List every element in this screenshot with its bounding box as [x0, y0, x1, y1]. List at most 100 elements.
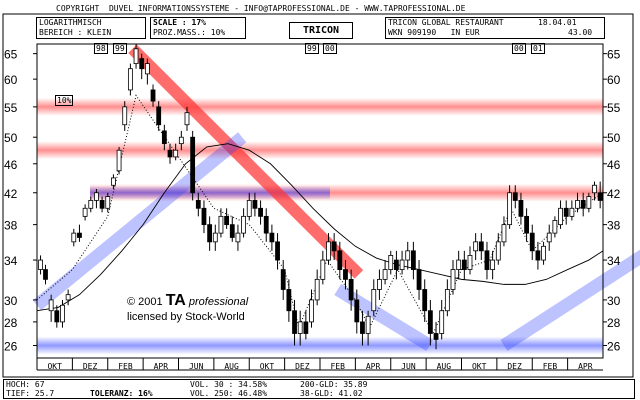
candle-body [201, 207, 207, 226]
y-tick-label-right: 34 [607, 254, 621, 268]
y-tick-label-left: 30 [4, 294, 18, 308]
y-tick-label-left: 55 [4, 101, 18, 115]
candle-body [195, 200, 201, 209]
candle-body [71, 232, 77, 243]
candle-body [252, 200, 258, 209]
y-tick-label-right: 28 [607, 316, 621, 330]
x-tick-label: DEZ [507, 362, 522, 371]
candle-body [484, 250, 490, 270]
candle-body [212, 232, 218, 243]
footer-box [3, 379, 635, 399]
candle-body [405, 250, 411, 261]
candle-body [541, 245, 546, 261]
watermark-suffix: professional [185, 296, 249, 308]
x-axis-ticks: OKT DEZ FEB APR JUN AUG OKT DEZ FEB APR JUN AUG OKT D… [36, 358, 603, 371]
candle-body [156, 106, 162, 126]
resistance-trendline [128, 44, 364, 279]
resistance-band [37, 97, 603, 116]
y-tick-label-right: 60 [607, 73, 621, 87]
copyright-line: COPYRIGHT DUVEL INFORMATIONSSYSTEME - IN… [56, 4, 466, 13]
year-marker: 00 [512, 43, 526, 54]
year-marker: 99 [113, 43, 127, 54]
level-bands [37, 97, 603, 355]
candle-body [377, 278, 382, 290]
candle-body [416, 269, 422, 290]
candle-body [161, 130, 167, 145]
company-name: TRICON GLOBAL RESTAURANT [388, 18, 504, 27]
box-size-note: 10% [55, 95, 74, 106]
candle-body [326, 241, 331, 261]
candle-body [546, 232, 552, 243]
candle-body [410, 250, 416, 270]
y-tick-label-right: 46 [607, 158, 621, 172]
y-tick-label-left: 50 [4, 131, 18, 145]
candle-body [354, 299, 360, 323]
candle-body [303, 321, 309, 334]
wkn-label: WKN 909190 IN EUR [388, 28, 480, 37]
candle-body [229, 224, 235, 238]
chart-range: BEREICH : KLEIN [39, 28, 112, 37]
candle-body [116, 149, 122, 172]
candle-body [280, 269, 286, 290]
candle-body [65, 294, 71, 301]
outer-frame [2, 13, 634, 378]
candle-body [473, 241, 479, 252]
x-tick-label: FEB [330, 362, 345, 371]
candle-body [190, 136, 196, 194]
x-tick-label: APR [578, 362, 593, 371]
candle-body [456, 259, 462, 270]
candle-body [258, 207, 263, 217]
scale-label: SCALE : 17% [153, 18, 206, 27]
y-tick-label-left: 38 [4, 219, 18, 233]
candle-body [535, 250, 541, 261]
candle-body [178, 136, 184, 145]
candle-body [286, 289, 292, 312]
candle-body [309, 299, 314, 323]
candle-body [394, 259, 399, 270]
year-marker: 99 [305, 43, 319, 54]
candle-body [569, 207, 575, 217]
candle-body [507, 192, 513, 226]
x-tick-label: AUG [437, 362, 452, 371]
y-tick-label-left: 60 [4, 73, 18, 87]
x-tick-label: JUN [189, 362, 204, 371]
x-tick-label: FEB [118, 362, 133, 371]
y-tick-label-left: 34 [4, 254, 18, 268]
candle-body [388, 255, 394, 270]
moving-average [36, 94, 604, 335]
candle-body [597, 192, 603, 201]
candle-body [444, 289, 450, 312]
x-tick-label: AUG [224, 362, 239, 371]
candle-body [184, 112, 190, 126]
y-tick-label-right: 30 [607, 294, 621, 308]
footer-tolerance: TOLERANZ: 16% [90, 389, 153, 398]
candle-body [592, 184, 597, 194]
candle-body [433, 333, 439, 340]
candle-body [241, 215, 246, 234]
candle-body [167, 149, 173, 158]
candle-body [105, 196, 111, 209]
candle-body [490, 259, 496, 270]
y-tick-label-right: 65 [607, 48, 621, 62]
candle-body [580, 200, 586, 209]
candle-body [450, 269, 456, 290]
candle-body [88, 200, 94, 209]
candle-body [586, 196, 592, 209]
candle-body [399, 259, 405, 270]
year-marker: 01 [531, 43, 545, 54]
x-tick-label: FEB [543, 362, 558, 371]
y-tick-label-right: 55 [607, 101, 621, 115]
candle-body [467, 255, 473, 270]
trendlines [32, 44, 640, 352]
candle-body [314, 278, 320, 301]
x-tick-label: DEZ [83, 362, 98, 371]
year-marker: 98 [94, 43, 108, 54]
candle-body [439, 310, 445, 334]
candle-body [529, 232, 535, 252]
candle-body [48, 299, 54, 312]
candle-body [38, 259, 43, 270]
candle-body [331, 241, 337, 252]
candle-body [207, 224, 213, 243]
candle-body [461, 259, 467, 270]
scale-box [150, 17, 246, 39]
